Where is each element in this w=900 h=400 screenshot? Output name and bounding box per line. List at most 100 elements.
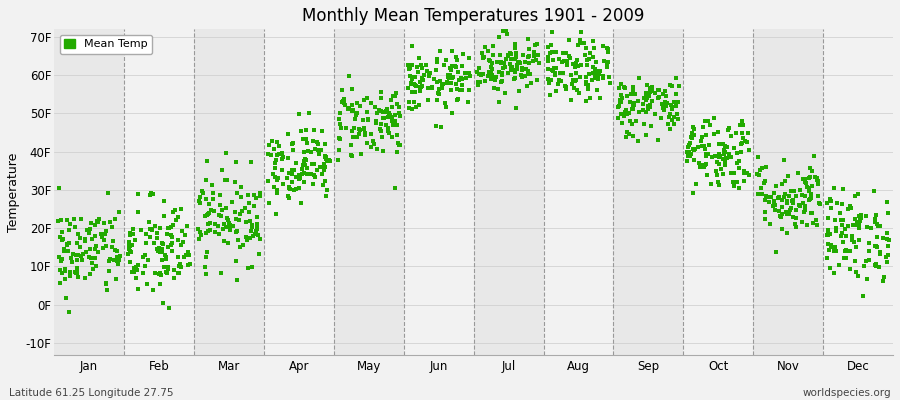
- Point: [474, 50, 489, 56]
- Point: [785, 198, 799, 204]
- Point: [75, 257, 89, 263]
- Point: [131, 209, 146, 216]
- Point: [802, 175, 816, 181]
- Point: [261, 178, 275, 184]
- Point: [577, 39, 591, 46]
- Point: [712, 154, 726, 160]
- Point: [670, 91, 684, 97]
- Point: [850, 268, 864, 275]
- Point: [667, 121, 681, 127]
- Point: [626, 100, 641, 107]
- Point: [127, 265, 141, 271]
- Point: [824, 196, 838, 202]
- Point: [797, 192, 812, 199]
- Point: [253, 193, 267, 199]
- Point: [67, 216, 81, 222]
- Point: [446, 74, 461, 80]
- Point: [126, 231, 140, 238]
- Point: [806, 152, 821, 159]
- Point: [496, 65, 510, 72]
- Point: [285, 179, 300, 185]
- Point: [860, 258, 874, 264]
- Point: [249, 228, 264, 234]
- Point: [347, 125, 362, 132]
- Point: [305, 161, 320, 167]
- Point: [448, 54, 463, 60]
- Text: worldspecies.org: worldspecies.org: [803, 388, 891, 398]
- Point: [172, 270, 186, 276]
- Point: [510, 59, 525, 66]
- Point: [669, 103, 683, 109]
- Point: [718, 149, 733, 156]
- Point: [389, 89, 403, 96]
- Point: [274, 156, 289, 163]
- Point: [390, 101, 404, 107]
- Point: [652, 87, 666, 94]
- Point: [692, 160, 706, 166]
- Point: [821, 226, 835, 233]
- Point: [590, 59, 604, 66]
- Point: [85, 259, 99, 266]
- Point: [494, 78, 508, 85]
- Point: [503, 51, 517, 57]
- Point: [823, 231, 837, 237]
- Point: [589, 59, 603, 66]
- Point: [192, 198, 206, 204]
- Point: [388, 118, 402, 124]
- Point: [809, 216, 824, 223]
- Point: [852, 212, 867, 219]
- Point: [140, 257, 155, 263]
- Point: [165, 240, 179, 246]
- Point: [573, 62, 588, 68]
- Point: [112, 253, 127, 259]
- Point: [718, 143, 733, 149]
- Point: [68, 224, 83, 230]
- Point: [444, 80, 458, 87]
- Point: [423, 70, 437, 76]
- Point: [450, 57, 464, 64]
- Point: [374, 108, 388, 114]
- Point: [245, 224, 259, 230]
- Point: [717, 147, 732, 154]
- Point: [60, 242, 75, 248]
- Point: [192, 236, 206, 243]
- Point: [596, 75, 610, 81]
- Point: [136, 270, 150, 276]
- Point: [317, 163, 331, 169]
- Point: [361, 116, 375, 122]
- Point: [476, 55, 491, 61]
- Point: [732, 158, 746, 164]
- Point: [500, 53, 515, 59]
- Point: [54, 216, 68, 223]
- Point: [50, 218, 65, 224]
- Point: [500, 31, 515, 37]
- Point: [333, 136, 347, 142]
- Point: [123, 243, 138, 250]
- Point: [645, 98, 660, 104]
- Point: [313, 146, 328, 153]
- Point: [381, 125, 395, 131]
- Point: [546, 68, 561, 75]
- Point: [436, 81, 450, 87]
- Point: [638, 95, 652, 101]
- Point: [421, 70, 436, 77]
- Point: [521, 36, 535, 43]
- Point: [504, 67, 518, 73]
- Point: [408, 74, 422, 80]
- Point: [543, 92, 557, 98]
- Point: [282, 195, 296, 202]
- Point: [232, 211, 247, 217]
- Point: [657, 100, 671, 107]
- Point: [345, 128, 359, 134]
- Point: [569, 60, 583, 66]
- Point: [526, 48, 541, 55]
- Point: [616, 113, 631, 119]
- Point: [541, 58, 555, 64]
- Point: [407, 81, 421, 87]
- Point: [147, 239, 161, 246]
- Point: [404, 80, 419, 86]
- Point: [332, 110, 347, 116]
- Point: [491, 85, 505, 92]
- Point: [390, 131, 404, 138]
- Point: [388, 92, 402, 99]
